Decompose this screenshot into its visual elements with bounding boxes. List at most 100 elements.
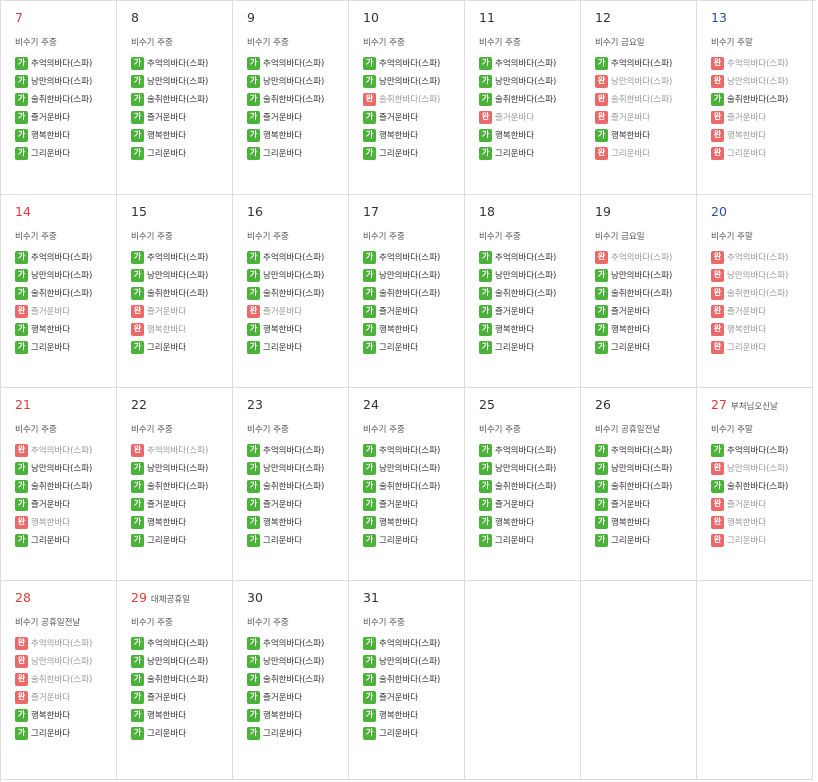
room-name[interactable]: 추억의바다(스파) xyxy=(495,59,557,69)
room-name[interactable]: 술취한바다(스파) xyxy=(727,482,789,492)
room-item-available[interactable]: 가 그리운바다 xyxy=(479,338,580,356)
room-name[interactable]: 낭만의바다(스파) xyxy=(611,464,673,474)
room-item-available[interactable]: 가 그리운바다 xyxy=(247,144,348,162)
room-name[interactable]: 즐거운바다 xyxy=(31,500,71,510)
room-name[interactable]: 낭만의바다(스파) xyxy=(147,657,209,667)
room-item-available[interactable]: 가 추억의바다(스파) xyxy=(15,248,116,266)
room-name[interactable]: 낭만의바다(스파) xyxy=(31,271,93,281)
room-name[interactable]: 행복한바다 xyxy=(611,325,651,335)
room-name[interactable]: 낭만의바다(스파) xyxy=(147,464,209,474)
room-item-available[interactable]: 가 추억의바다(스파) xyxy=(247,248,348,266)
room-item-available[interactable]: 가 낭만의바다(스파) xyxy=(15,266,116,284)
room-name[interactable]: 그리운바다 xyxy=(31,149,71,159)
room-item-available[interactable]: 가 추억의바다(스파) xyxy=(363,54,464,72)
room-item-available[interactable]: 가 낭만의바다(스파) xyxy=(247,459,348,477)
room-name[interactable]: 즐거운바다 xyxy=(379,113,419,123)
room-item-available[interactable]: 가 술취한바다(스파) xyxy=(595,284,696,302)
room-item-available[interactable]: 가 낭만의바다(스파) xyxy=(363,652,464,670)
room-name[interactable]: 추억의바다(스파) xyxy=(31,253,93,263)
room-item-available[interactable]: 가 낭만의바다(스파) xyxy=(363,459,464,477)
room-item-available[interactable]: 가 그리운바다 xyxy=(363,531,464,549)
room-name[interactable]: 낭만의바다(스파) xyxy=(263,464,325,474)
room-name[interactable]: 낭만의바다(스파) xyxy=(379,657,441,667)
room-name[interactable]: 술취한바다(스파) xyxy=(147,482,209,492)
room-item-available[interactable]: 가 추억의바다(스파) xyxy=(363,634,464,652)
room-item-available[interactable]: 가 행복한바다 xyxy=(479,126,580,144)
room-name[interactable]: 그리운바다 xyxy=(263,343,303,353)
room-item-available[interactable]: 가 행복한바다 xyxy=(131,126,232,144)
room-name[interactable]: 추억의바다(스파) xyxy=(263,639,325,649)
room-name[interactable]: 그리운바다 xyxy=(611,343,651,353)
room-name[interactable]: 낭만의바다(스파) xyxy=(31,77,93,87)
room-item-available[interactable]: 가 행복한바다 xyxy=(247,320,348,338)
room-item-available[interactable]: 가 그리운바다 xyxy=(131,724,232,742)
room-name[interactable]: 행복한바다 xyxy=(147,518,187,528)
room-name[interactable]: 추억의바다(스파) xyxy=(147,253,209,263)
room-item-available[interactable]: 가 그리운바다 xyxy=(595,338,696,356)
room-name[interactable]: 낭만의바다(스파) xyxy=(495,77,557,87)
room-item-available[interactable]: 가 낭만의바다(스파) xyxy=(595,266,696,284)
room-name[interactable]: 그리운바다 xyxy=(379,536,419,546)
room-name[interactable]: 즐거운바다 xyxy=(379,500,419,510)
room-name[interactable]: 낭만의바다(스파) xyxy=(379,77,441,87)
room-item-available[interactable]: 가 그리운바다 xyxy=(479,531,580,549)
room-item-available[interactable]: 가 즐거운바다 xyxy=(363,108,464,126)
room-item-available[interactable]: 가 술취한바다(스파) xyxy=(131,477,232,495)
room-item-available[interactable]: 가 그리운바다 xyxy=(247,338,348,356)
room-name[interactable]: 술취한바다(스파) xyxy=(147,95,209,105)
room-item-available[interactable]: 가 행복한바다 xyxy=(363,126,464,144)
room-item-available[interactable]: 가 추억의바다(스파) xyxy=(363,441,464,459)
room-name[interactable]: 그리운바다 xyxy=(379,343,419,353)
room-name[interactable]: 행복한바다 xyxy=(263,131,303,141)
room-name[interactable]: 행복한바다 xyxy=(495,131,535,141)
room-item-available[interactable]: 가 추억의바다(스파) xyxy=(247,54,348,72)
room-item-available[interactable]: 가 즐거운바다 xyxy=(363,688,464,706)
room-item-available[interactable]: 가 행복한바다 xyxy=(479,320,580,338)
room-name[interactable]: 즐거운바다 xyxy=(31,113,71,123)
room-item-available[interactable]: 가 낭만의바다(스파) xyxy=(131,72,232,90)
room-item-available[interactable]: 가 술취한바다(스파) xyxy=(363,477,464,495)
room-item-available[interactable]: 가 행복한바다 xyxy=(595,126,696,144)
room-name[interactable]: 낭만의바다(스파) xyxy=(263,271,325,281)
room-name[interactable]: 그리운바다 xyxy=(379,729,419,739)
room-item-available[interactable]: 가 추억의바다(스파) xyxy=(247,634,348,652)
room-name[interactable]: 그리운바다 xyxy=(147,149,187,159)
room-name[interactable]: 행복한바다 xyxy=(379,711,419,721)
room-name[interactable]: 행복한바다 xyxy=(379,325,419,335)
room-item-available[interactable]: 가 즐거운바다 xyxy=(131,495,232,513)
room-item-available[interactable]: 가 술취한바다(스파) xyxy=(363,284,464,302)
room-item-available[interactable]: 가 술취한바다(스파) xyxy=(131,284,232,302)
room-name[interactable]: 술취한바다(스파) xyxy=(379,482,441,492)
room-name[interactable]: 즐거운바다 xyxy=(495,307,535,317)
room-name[interactable]: 추억의바다(스파) xyxy=(379,446,441,456)
room-item-available[interactable]: 가 추억의바다(스파) xyxy=(131,54,232,72)
room-name[interactable]: 술취한바다(스파) xyxy=(495,482,557,492)
room-name[interactable]: 행복한바다 xyxy=(147,711,187,721)
room-name[interactable]: 술취한바다(스파) xyxy=(611,289,673,299)
room-item-available[interactable]: 가 술취한바다(스파) xyxy=(595,477,696,495)
room-item-available[interactable]: 가 즐거운바다 xyxy=(363,495,464,513)
room-item-available[interactable]: 가 그리운바다 xyxy=(131,531,232,549)
room-item-available[interactable]: 가 행복한바다 xyxy=(363,513,464,531)
room-item-available[interactable]: 가 행복한바다 xyxy=(363,320,464,338)
room-item-available[interactable]: 가 추억의바다(스파) xyxy=(131,248,232,266)
room-name[interactable]: 술취한바다(스파) xyxy=(263,482,325,492)
room-name[interactable]: 즐거운바다 xyxy=(147,500,187,510)
room-item-available[interactable]: 가 즐거운바다 xyxy=(247,495,348,513)
room-item-available[interactable]: 가 낭만의바다(스파) xyxy=(363,266,464,284)
room-name[interactable]: 행복한바다 xyxy=(379,131,419,141)
room-name[interactable]: 행복한바다 xyxy=(495,325,535,335)
room-item-available[interactable]: 가 즐거운바다 xyxy=(131,108,232,126)
room-item-available[interactable]: 가 추억의바다(스파) xyxy=(595,441,696,459)
room-name[interactable]: 추억의바다(스파) xyxy=(611,59,673,69)
room-item-available[interactable]: 가 추억의바다(스파) xyxy=(15,54,116,72)
room-name[interactable]: 추억의바다(스파) xyxy=(495,253,557,263)
room-item-available[interactable]: 가 행복한바다 xyxy=(363,706,464,724)
room-name[interactable]: 행복한바다 xyxy=(31,711,71,721)
room-item-available[interactable]: 가 즐거운바다 xyxy=(247,688,348,706)
room-item-available[interactable]: 가 낭만의바다(스파) xyxy=(131,266,232,284)
room-name[interactable]: 행복한바다 xyxy=(263,325,303,335)
room-item-available[interactable]: 가 그리운바다 xyxy=(595,531,696,549)
room-name[interactable]: 그리운바다 xyxy=(147,729,187,739)
room-name[interactable]: 그리운바다 xyxy=(495,536,535,546)
